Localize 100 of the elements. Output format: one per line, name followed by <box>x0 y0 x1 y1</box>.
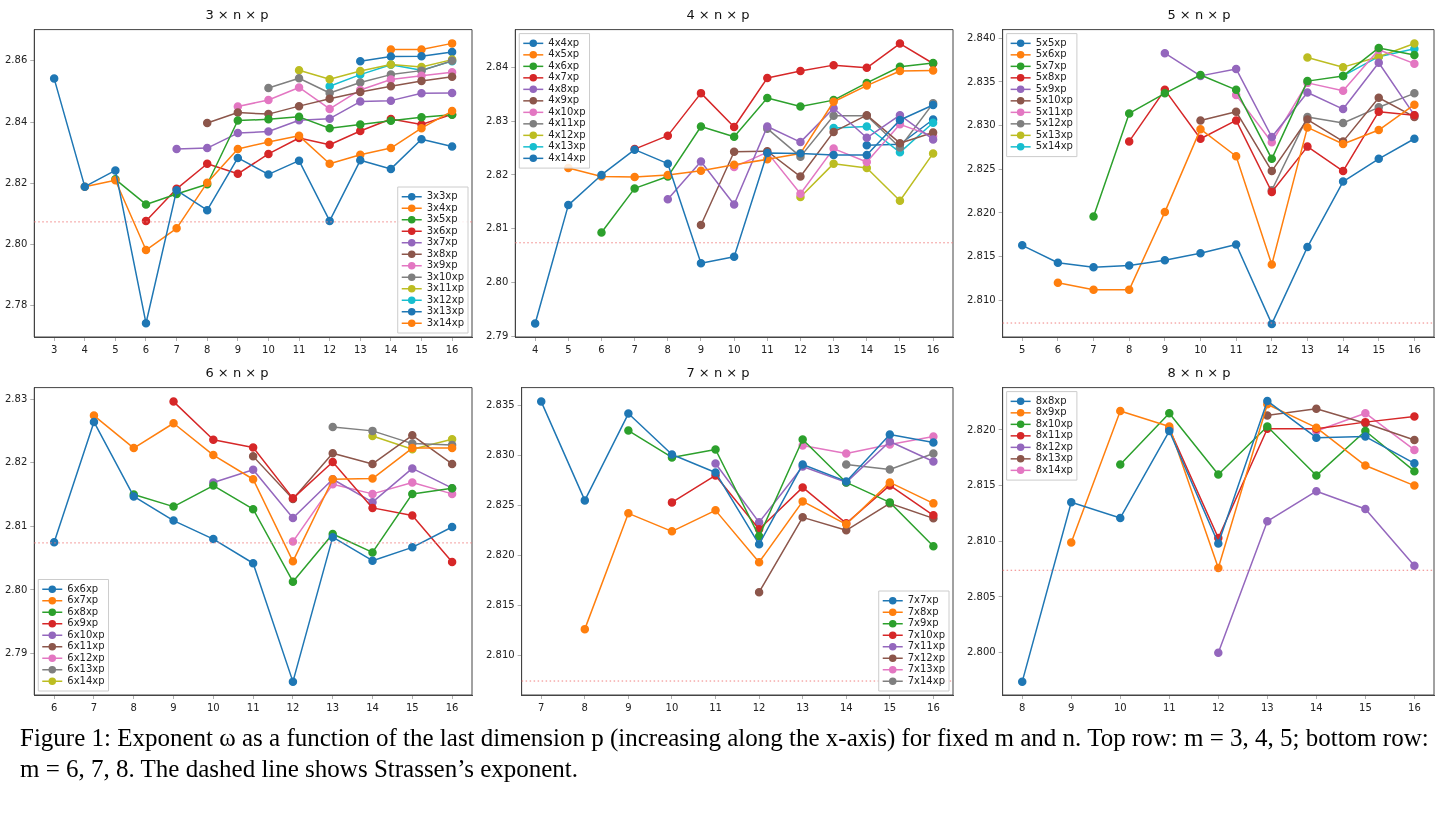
x-tick-label: 9 <box>1161 343 1169 355</box>
x-tick-label: 9 <box>170 701 177 713</box>
legend-label: 8x13xp <box>1035 452 1073 464</box>
y-tick-label: 2.835 <box>485 399 515 411</box>
legend-label: 5x10xp <box>1035 94 1073 106</box>
y-tick-label: 2.78 <box>5 299 28 311</box>
x-tick-label: 15 <box>1372 343 1386 355</box>
x-tick-label: 15 <box>883 701 897 713</box>
x-tick-label: 9 <box>1068 701 1075 713</box>
x-tick-label: 7 <box>173 343 180 355</box>
x-tick-label: 12 <box>794 343 807 355</box>
x-tick-label: 13 <box>326 701 340 713</box>
legend-label: 8x11xp <box>1035 429 1073 441</box>
x-tick-label: 8 <box>664 343 671 355</box>
y-tick-label: 2.825 <box>966 162 996 174</box>
x-tick-label: 7 <box>631 343 638 355</box>
x-tick-label: 16 <box>445 343 459 355</box>
y-tick-label: 2.80 <box>5 583 28 595</box>
y-tick-label: 2.83 <box>486 114 509 126</box>
legend-label: 8x10xp <box>1035 417 1073 429</box>
legend-label: 6x9xp <box>67 617 99 629</box>
x-tick-label: 14 <box>1336 343 1350 355</box>
legend-label: 4x4xp <box>548 36 580 48</box>
x-tick-label: 12 <box>286 701 300 713</box>
x-tick-label: 8 <box>1126 343 1133 355</box>
legend-label: 3x8xp <box>426 247 458 259</box>
x-tick-label: 11 <box>292 343 306 355</box>
x-tick-label: 13 <box>796 701 810 713</box>
x-tick-label: 15 <box>1359 701 1372 713</box>
y-tick-label: 2.79 <box>486 330 509 342</box>
legend-label: 5x7xp <box>1035 59 1067 71</box>
y-tick-label: 2.805 <box>966 590 996 602</box>
legend-label: 3x12xp <box>426 293 465 305</box>
x-tick-label: 6 <box>1054 343 1062 355</box>
x-tick-label: 9 <box>625 701 632 713</box>
legend-label: 3x14xp <box>426 316 465 328</box>
y-tick-label: 2.820 <box>966 206 996 218</box>
legend-label: 3x5xp <box>426 213 458 225</box>
legend-label: 6x6xp <box>67 582 99 594</box>
x-tick-label: 6 <box>142 343 150 355</box>
x-tick-label: 3 <box>50 343 58 355</box>
x-tick-label: 4 <box>81 343 88 355</box>
x-tick-label: 13 <box>1301 343 1314 355</box>
y-tick-label: 2.80 <box>5 238 28 250</box>
x-tick-label: 12 <box>1265 343 1279 355</box>
x-tick-label: 10 <box>1194 343 1207 355</box>
legend-label: 3x3xp <box>426 190 458 202</box>
legend-label: 3x9xp <box>426 259 458 271</box>
legend-label: 6x13xp <box>67 663 105 675</box>
chart-title: 3 × n × p <box>205 7 269 23</box>
y-tick-label: 2.815 <box>966 479 996 491</box>
legend-label: 4x12xp <box>548 128 586 140</box>
x-tick-label: 10 <box>1113 701 1127 713</box>
legend-label: 4x8xp <box>548 82 580 94</box>
x-tick-label: 16 <box>927 701 940 713</box>
legend-label: 4x6xp <box>548 59 580 71</box>
x-tick-label: 11 <box>246 701 260 713</box>
legend-label: 4x14xp <box>548 151 586 163</box>
x-tick-label: 12 <box>752 701 766 713</box>
legend-label: 8x9xp <box>1035 406 1067 418</box>
y-tick-label: 2.82 <box>486 168 509 180</box>
y-tick-label: 2.83 <box>5 392 28 404</box>
chart-title: 8 × n × p <box>1167 365 1231 381</box>
y-tick-label: 2.815 <box>485 598 515 610</box>
legend-label: 5x8xp <box>1035 71 1067 83</box>
x-tick-label: 14 <box>366 701 379 713</box>
x-tick-label: 7 <box>538 701 545 713</box>
y-tick-label: 2.830 <box>485 449 515 461</box>
x-tick-label: 9 <box>234 343 242 355</box>
x-tick-label: 15 <box>405 701 419 713</box>
y-tick-label: 2.810 <box>485 648 515 660</box>
legend-label: 4x13xp <box>548 140 586 152</box>
x-tick-label: 10 <box>727 343 741 355</box>
legend-label: 6x14xp <box>67 674 105 686</box>
y-tick-label: 2.79 <box>5 647 28 659</box>
x-tick-label: 13 <box>353 343 367 355</box>
y-tick-label: 2.82 <box>5 176 28 188</box>
x-tick-label: 4 <box>531 343 539 355</box>
x-tick-label: 13 <box>1260 701 1274 713</box>
y-tick-label: 2.825 <box>485 498 515 510</box>
x-tick-label: 11 <box>1229 343 1243 355</box>
legend-label: 7x9xp <box>907 617 939 629</box>
x-tick-label: 6 <box>50 701 58 713</box>
x-tick-label: 14 <box>839 701 853 713</box>
y-tick-label: 2.84 <box>5 115 28 127</box>
legend-label: 5x9xp <box>1035 82 1067 94</box>
x-tick-label: 16 <box>1408 701 1421 713</box>
legend-label: 7x11xp <box>907 640 946 652</box>
legend-label: 5x13xp <box>1035 128 1073 140</box>
y-tick-label: 2.820 <box>485 548 515 560</box>
legend-label: 5x6xp <box>1035 48 1067 60</box>
x-tick-label: 9 <box>697 343 705 355</box>
x-tick-label: 15 <box>893 343 907 355</box>
chart-title: 4 × n × p <box>686 7 750 23</box>
y-tick-label: 2.835 <box>966 75 996 87</box>
legend-label: 6x7xp <box>67 594 99 606</box>
legend-label: 3x7xp <box>426 236 458 248</box>
y-tick-label: 2.80 <box>486 276 509 288</box>
x-tick-label: 15 <box>415 343 428 355</box>
x-tick-label: 5 <box>565 343 572 355</box>
